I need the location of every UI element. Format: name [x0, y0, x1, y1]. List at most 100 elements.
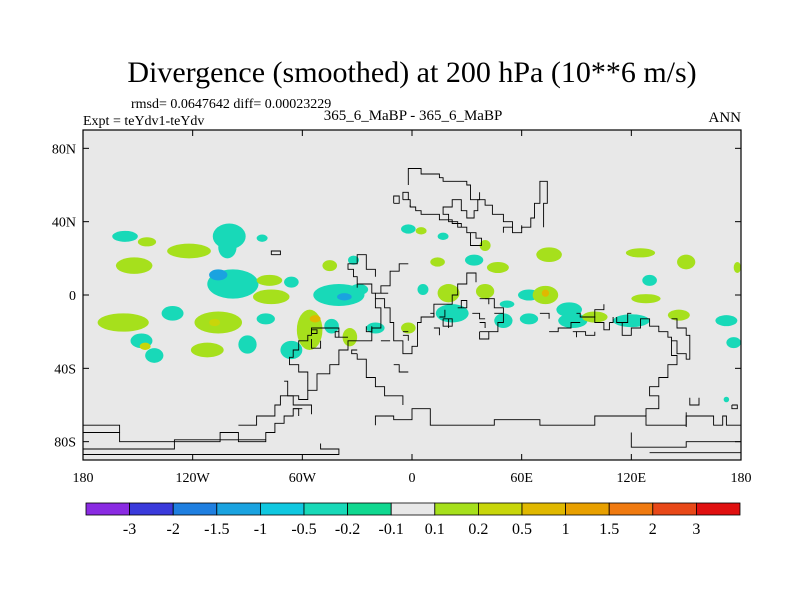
- x-tick-label: 120E: [617, 471, 647, 486]
- coastline-30: [589, 304, 605, 318]
- y-tick-label: 40S: [54, 362, 76, 377]
- coastline-28: [731, 404, 738, 410]
- divergence-region-64: [723, 396, 730, 403]
- y-axis-ticks: 80N 40N 0 40S 80S: [52, 142, 741, 451]
- divergence-contour-fills: [97, 223, 741, 403]
- stats-label: rmsd= 0.0647642 diff= 0.00023229: [131, 97, 331, 112]
- divergence-region-34: [401, 224, 416, 234]
- coastline-39: [485, 298, 504, 333]
- colorbar-swatch-2: [172, 502, 218, 516]
- colorbar-swatch-9: [477, 502, 523, 516]
- colorbar-label: 0.5: [512, 521, 532, 538]
- divergence-region-16: [349, 284, 369, 295]
- divergence-region-30: [324, 318, 339, 334]
- coastline-17: [83, 439, 266, 450]
- coastline-20: [293, 408, 300, 416]
- coastline-8: [576, 312, 610, 331]
- divergence-region-21: [145, 348, 164, 363]
- coastline-44: [365, 326, 373, 333]
- x-tick-label: 60E: [510, 471, 533, 486]
- map-plot-area: [82, 129, 742, 461]
- divergence-region-28: [296, 309, 323, 351]
- coastline-10: [576, 331, 596, 336]
- coastline-42: [356, 353, 404, 405]
- coastline-15: [83, 408, 303, 443]
- coastline-32: [351, 349, 358, 355]
- colorbar-swatch-1: [129, 502, 174, 516]
- colorbar-swatch-7: [390, 502, 436, 516]
- divergence-region-26: [256, 313, 275, 325]
- colorbar-label: 1.5: [599, 521, 619, 538]
- divergence-region-8: [256, 274, 283, 286]
- divergence-region-50: [536, 247, 562, 262]
- x-tick-label: 60W: [289, 471, 317, 486]
- divergence-region-27: [280, 340, 303, 360]
- divergence-region-38: [417, 284, 429, 295]
- divergence-region-3: [167, 243, 211, 259]
- colorbar-swatch-4: [259, 502, 305, 516]
- coastline-56: [539, 312, 550, 319]
- coastline-19: [238, 395, 312, 426]
- colorbar-label: -0.2: [335, 521, 360, 538]
- divergence-region-7: [209, 269, 228, 281]
- chart-title: Divergence (smoothed) at 200 hPa (10**6 …: [127, 56, 696, 89]
- x-tick-label: 120W: [176, 471, 211, 486]
- coastline-27: [689, 397, 700, 406]
- experiment-label: Expt = teYdv1-teYdv: [83, 114, 204, 129]
- coastline-5: [402, 191, 409, 200]
- colorbar-swatch-6: [347, 502, 392, 516]
- y-tick-label: 80N: [52, 142, 76, 157]
- coastline-14: [284, 380, 309, 400]
- coastline-47: [616, 317, 623, 323]
- divergence-region-60: [625, 248, 656, 258]
- coastline-25: [621, 312, 678, 416]
- y-tick-label: 40N: [52, 216, 76, 231]
- divergence-region-63: [726, 337, 741, 349]
- coastline-54: [472, 312, 486, 320]
- divergence-region-2: [115, 257, 153, 274]
- colorbar-label: 0.2: [468, 521, 488, 538]
- coastline-53: [479, 322, 486, 328]
- divergence-region-40: [435, 304, 469, 323]
- divergence-region-20: [161, 306, 184, 321]
- divergence-region-1: [137, 237, 157, 247]
- colorbar-swatch-13: [652, 502, 697, 516]
- colorbar-label: -0.5: [291, 521, 316, 538]
- divergence-region-51: [519, 313, 539, 325]
- divergence-region-15: [348, 255, 359, 265]
- x-axis-ticks: 180 120W 60W 0 60E 120E 180: [73, 130, 752, 486]
- y-tick-label: 0: [69, 289, 76, 304]
- coastline-1: [374, 263, 477, 355]
- colorbar: -3 -2 -1.5 -1 -0.5 -0.2 -0.1 0.1 0.2 0.5 1 1.5 2 3: [85, 502, 741, 538]
- divergence-region-42: [465, 254, 484, 266]
- divergence-region-5: [218, 236, 237, 259]
- divergence-region-57: [667, 309, 690, 321]
- divergence-region-62: [715, 315, 738, 327]
- y-tick-label: 80S: [54, 436, 76, 451]
- coastline-26: [671, 318, 691, 360]
- divergence-region-55: [613, 314, 650, 328]
- divergence-region-11: [252, 289, 290, 305]
- divergence-region-12: [322, 260, 338, 272]
- coastline-21: [374, 408, 741, 426]
- divergence-region-10: [284, 276, 299, 288]
- divergence-region-0: [112, 230, 138, 242]
- colorbar-swatch-10: [521, 502, 566, 516]
- divergence-region-37: [437, 232, 449, 240]
- coastline-34: [393, 364, 409, 373]
- colorbar-label: -1.5: [204, 521, 229, 538]
- coastline-6: [407, 168, 481, 201]
- divergence-region-29: [309, 315, 321, 323]
- coastline-13: [393, 195, 400, 204]
- colorbar-swatch-8: [434, 502, 479, 516]
- divergence-region-19: [139, 342, 151, 351]
- coastline-35: [439, 309, 446, 318]
- divergence-region-49: [541, 289, 550, 297]
- coastline-16: [83, 424, 121, 433]
- divergence-region-23: [209, 318, 221, 327]
- colorbar-label: 1: [562, 521, 570, 538]
- coastline-52: [430, 312, 435, 317]
- x-tick-label: 180: [731, 471, 752, 486]
- colorbar-swatch-14: [696, 502, 741, 516]
- divergence-region-41: [479, 240, 491, 251]
